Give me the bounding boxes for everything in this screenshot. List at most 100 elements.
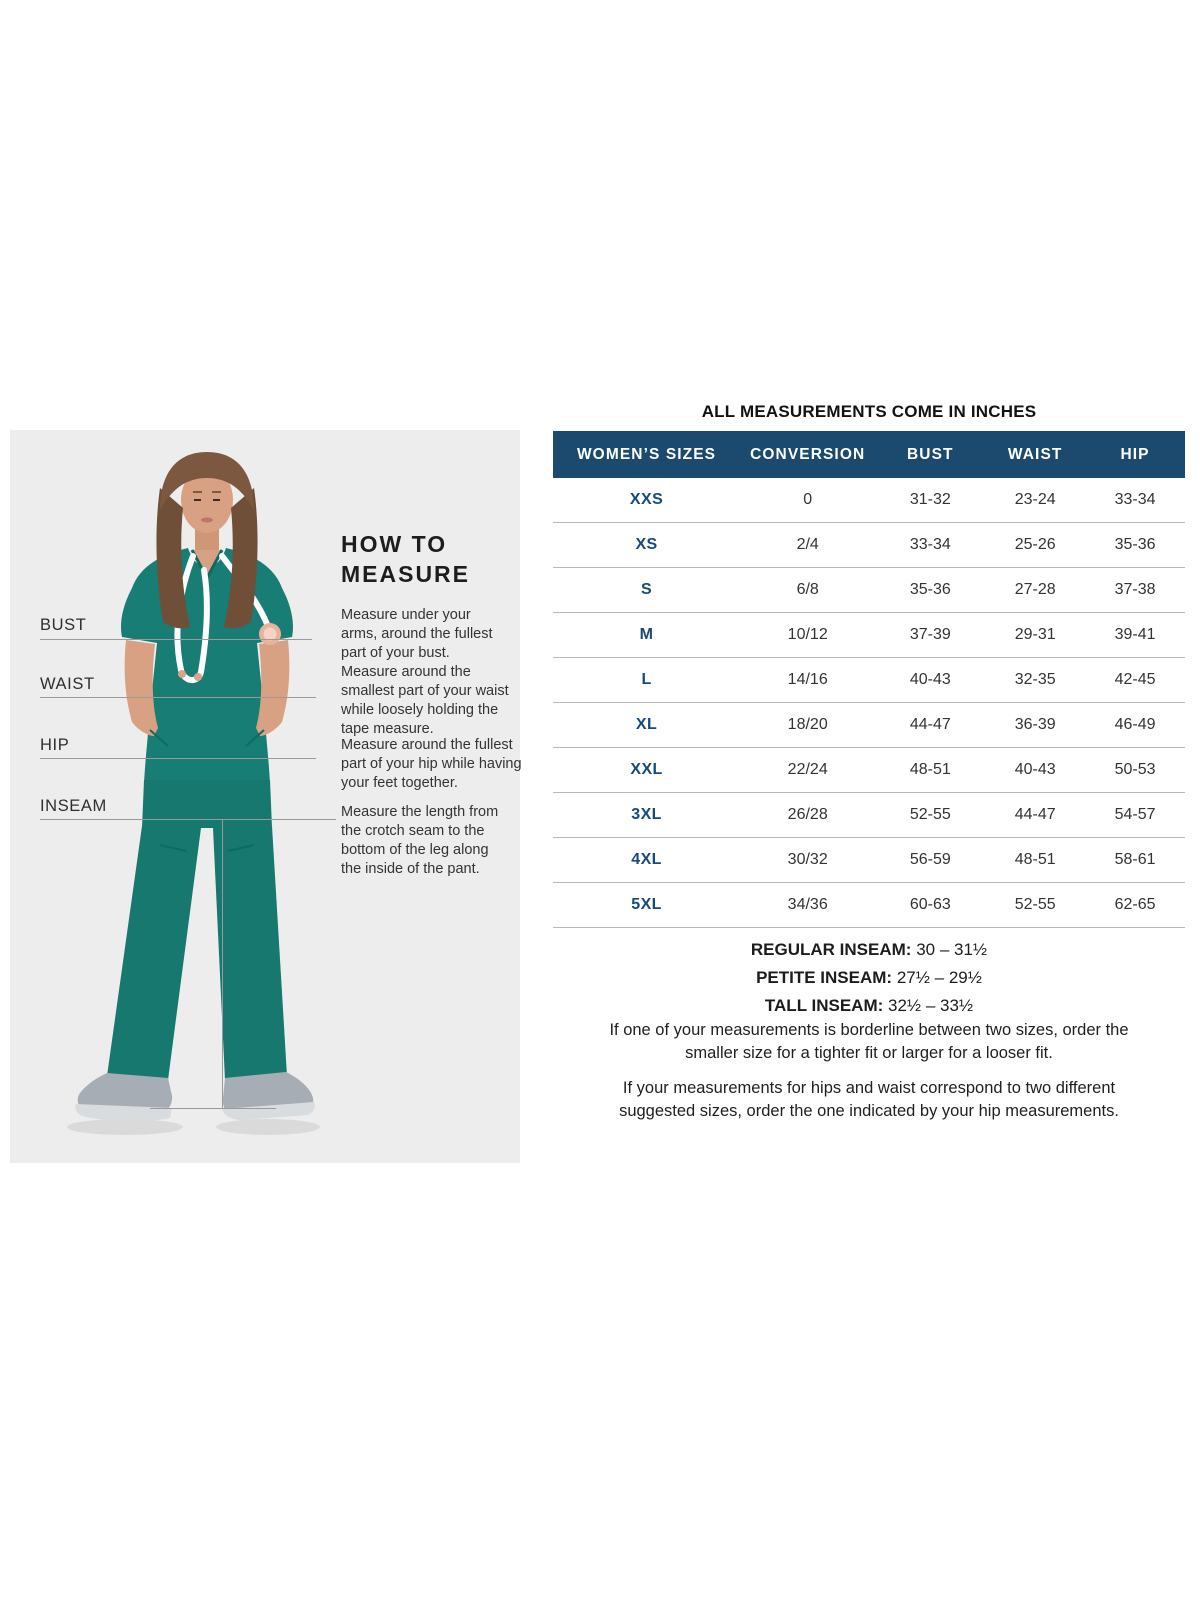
petite-inseam-note: PETITE INSEAM: 27½ – 29½ bbox=[553, 964, 1185, 992]
header-waist: WAIST bbox=[985, 431, 1086, 478]
waist-cell: 52-55 bbox=[985, 882, 1086, 928]
hip-cell: 42-45 bbox=[1085, 657, 1185, 703]
hip-label: HIP bbox=[40, 736, 70, 754]
waist-cell: 32-35 bbox=[985, 657, 1086, 703]
hip-cell: 62-65 bbox=[1085, 882, 1185, 928]
conversion-cell: 6/8 bbox=[740, 567, 876, 613]
size-cell: L bbox=[553, 657, 741, 703]
size-table-row: XS 2/4 33-34 25-26 35-36 bbox=[553, 522, 1185, 568]
model-photo-illustration bbox=[67, 452, 320, 1135]
petite-inseam-value: 27½ – 29½ bbox=[896, 968, 982, 987]
waist-instruction: Measure around the smallest part of your… bbox=[341, 664, 509, 737]
conversion-cell: 10/12 bbox=[740, 612, 876, 658]
tall-inseam-value: 32½ – 33½ bbox=[888, 996, 974, 1015]
tall-inseam-note: TALL INSEAM: 32½ – 33½ bbox=[553, 992, 1185, 1020]
size-table-row: S 6/8 35-36 27-28 37-38 bbox=[553, 567, 1185, 613]
size-cell: 3XL bbox=[553, 792, 741, 838]
waist-cell: 25-26 bbox=[985, 522, 1086, 568]
inseam-notes: REGULAR INSEAM: 30 – 31½ PETITE INSEAM: … bbox=[553, 936, 1185, 1020]
size-cell: 5XL bbox=[553, 882, 741, 928]
conversion-cell: 18/20 bbox=[740, 702, 876, 748]
conversion-cell: 26/28 bbox=[740, 792, 876, 838]
header-bust: BUST bbox=[875, 431, 986, 478]
size-cell: XS bbox=[553, 522, 741, 568]
size-table-row: XXS 0 31-32 23-24 33-34 bbox=[553, 478, 1185, 523]
waist-cell: 48-51 bbox=[985, 837, 1086, 883]
bust-cell: 52-55 bbox=[875, 792, 986, 838]
hip-cell: 54-57 bbox=[1085, 792, 1185, 838]
bust-cell: 60-63 bbox=[875, 882, 986, 928]
waist-cell: 23-24 bbox=[985, 478, 1086, 523]
waist-cell: 29-31 bbox=[985, 612, 1086, 658]
conversion-cell: 2/4 bbox=[740, 522, 876, 568]
size-table-row: 4XL 30/32 56-59 48-51 58-61 bbox=[553, 837, 1185, 883]
size-cell: XXS bbox=[553, 478, 741, 523]
bust-cell: 31-32 bbox=[875, 478, 986, 523]
hip-waist-footnote: If your measurements for hips and waist … bbox=[619, 1079, 1119, 1120]
waist-cell: 44-47 bbox=[985, 792, 1086, 838]
size-cell: XXL bbox=[553, 747, 741, 793]
inseam-instruction: Measure the length from the crotch seam … bbox=[341, 804, 499, 877]
waist-measure-line bbox=[40, 697, 316, 698]
inseam-measure-line bbox=[40, 819, 336, 820]
face-features bbox=[193, 491, 221, 523]
hip-cell: 35-36 bbox=[1085, 522, 1185, 568]
size-table-row: XXL 22/24 48-51 40-43 50-53 bbox=[553, 747, 1185, 793]
borderline-size-footnote: If one of your measurements is borderlin… bbox=[609, 1021, 1129, 1062]
bust-cell: 56-59 bbox=[875, 837, 986, 883]
waist-cell: 27-28 bbox=[985, 567, 1086, 613]
conversion-cell: 22/24 bbox=[740, 747, 876, 793]
scrub-pants bbox=[107, 729, 287, 1080]
bust-cell: 37-39 bbox=[875, 612, 986, 658]
bust-label: BUST bbox=[40, 616, 87, 634]
size-table-body: XXS 0 31-32 23-24 33-34 XS 2/4 33-34 25-… bbox=[553, 478, 1185, 928]
hip-instruction: Measure around the fullest part of your … bbox=[341, 737, 522, 791]
how-to-measure-heading: HOW TO MEASURE bbox=[341, 531, 471, 587]
bust-cell: 44-47 bbox=[875, 702, 986, 748]
inseam-vertical-line bbox=[222, 819, 223, 1109]
hip-cell: 33-34 bbox=[1085, 478, 1185, 523]
bust-instruction: Measure under your arms, around the full… bbox=[341, 607, 493, 661]
bust-cell: 35-36 bbox=[875, 567, 986, 613]
header-conversion: CONVERSION bbox=[740, 431, 876, 478]
hair bbox=[156, 452, 258, 629]
conversion-cell: 30/32 bbox=[740, 837, 876, 883]
waist-cell: 40-43 bbox=[985, 747, 1086, 793]
header-hip: HIP bbox=[1085, 431, 1185, 478]
table-title: ALL MEASUREMENTS COME IN INCHES bbox=[701, 402, 1037, 421]
size-cell: M bbox=[553, 612, 741, 658]
size-table-row: M 10/12 37-39 29-31 39-41 bbox=[553, 612, 1185, 658]
header-womens-sizes: WOMEN’S SIZES bbox=[553, 431, 741, 478]
hip-cell: 58-61 bbox=[1085, 837, 1185, 883]
size-cell: S bbox=[553, 567, 741, 613]
size-table-row: 5XL 34/36 60-63 52-55 62-65 bbox=[553, 882, 1185, 928]
bust-measure-line bbox=[40, 639, 312, 640]
regular-inseam-note: REGULAR INSEAM: 30 – 31½ bbox=[553, 936, 1185, 964]
regular-inseam-label: REGULAR INSEAM: bbox=[750, 940, 912, 959]
conversion-cell: 0 bbox=[740, 478, 876, 523]
size-cell: XL bbox=[553, 702, 741, 748]
size-cell: 4XL bbox=[553, 837, 741, 883]
size-table-header-row: WOMEN’S SIZES CONVERSION BUST WAIST HIP bbox=[553, 431, 1185, 478]
bust-cell: 40-43 bbox=[875, 657, 986, 703]
model-photo-panel bbox=[10, 430, 520, 1163]
regular-inseam-value: 30 – 31½ bbox=[916, 940, 988, 959]
size-table-row: L 14/16 40-43 32-35 42-45 bbox=[553, 657, 1185, 703]
inseam-label: INSEAM bbox=[40, 797, 107, 815]
inseam-bottom-line bbox=[150, 1108, 276, 1109]
sneakers bbox=[75, 1072, 315, 1121]
bust-cell: 33-34 bbox=[875, 522, 986, 568]
size-table: WOMEN’S SIZES CONVERSION BUST WAIST HIP … bbox=[553, 431, 1185, 928]
waist-label: WAIST bbox=[40, 675, 95, 693]
hip-cell: 37-38 bbox=[1085, 567, 1185, 613]
hip-cell: 39-41 bbox=[1085, 612, 1185, 658]
hip-measure-line bbox=[40, 758, 316, 759]
hip-cell: 46-49 bbox=[1085, 702, 1185, 748]
conversion-cell: 14/16 bbox=[740, 657, 876, 703]
hip-cell: 50-53 bbox=[1085, 747, 1185, 793]
conversion-cell: 34/36 bbox=[740, 882, 876, 928]
tall-inseam-label: TALL INSEAM: bbox=[764, 996, 884, 1015]
petite-inseam-label: PETITE INSEAM: bbox=[756, 968, 893, 987]
size-table-row: XL 18/20 44-47 36-39 46-49 bbox=[553, 702, 1185, 748]
